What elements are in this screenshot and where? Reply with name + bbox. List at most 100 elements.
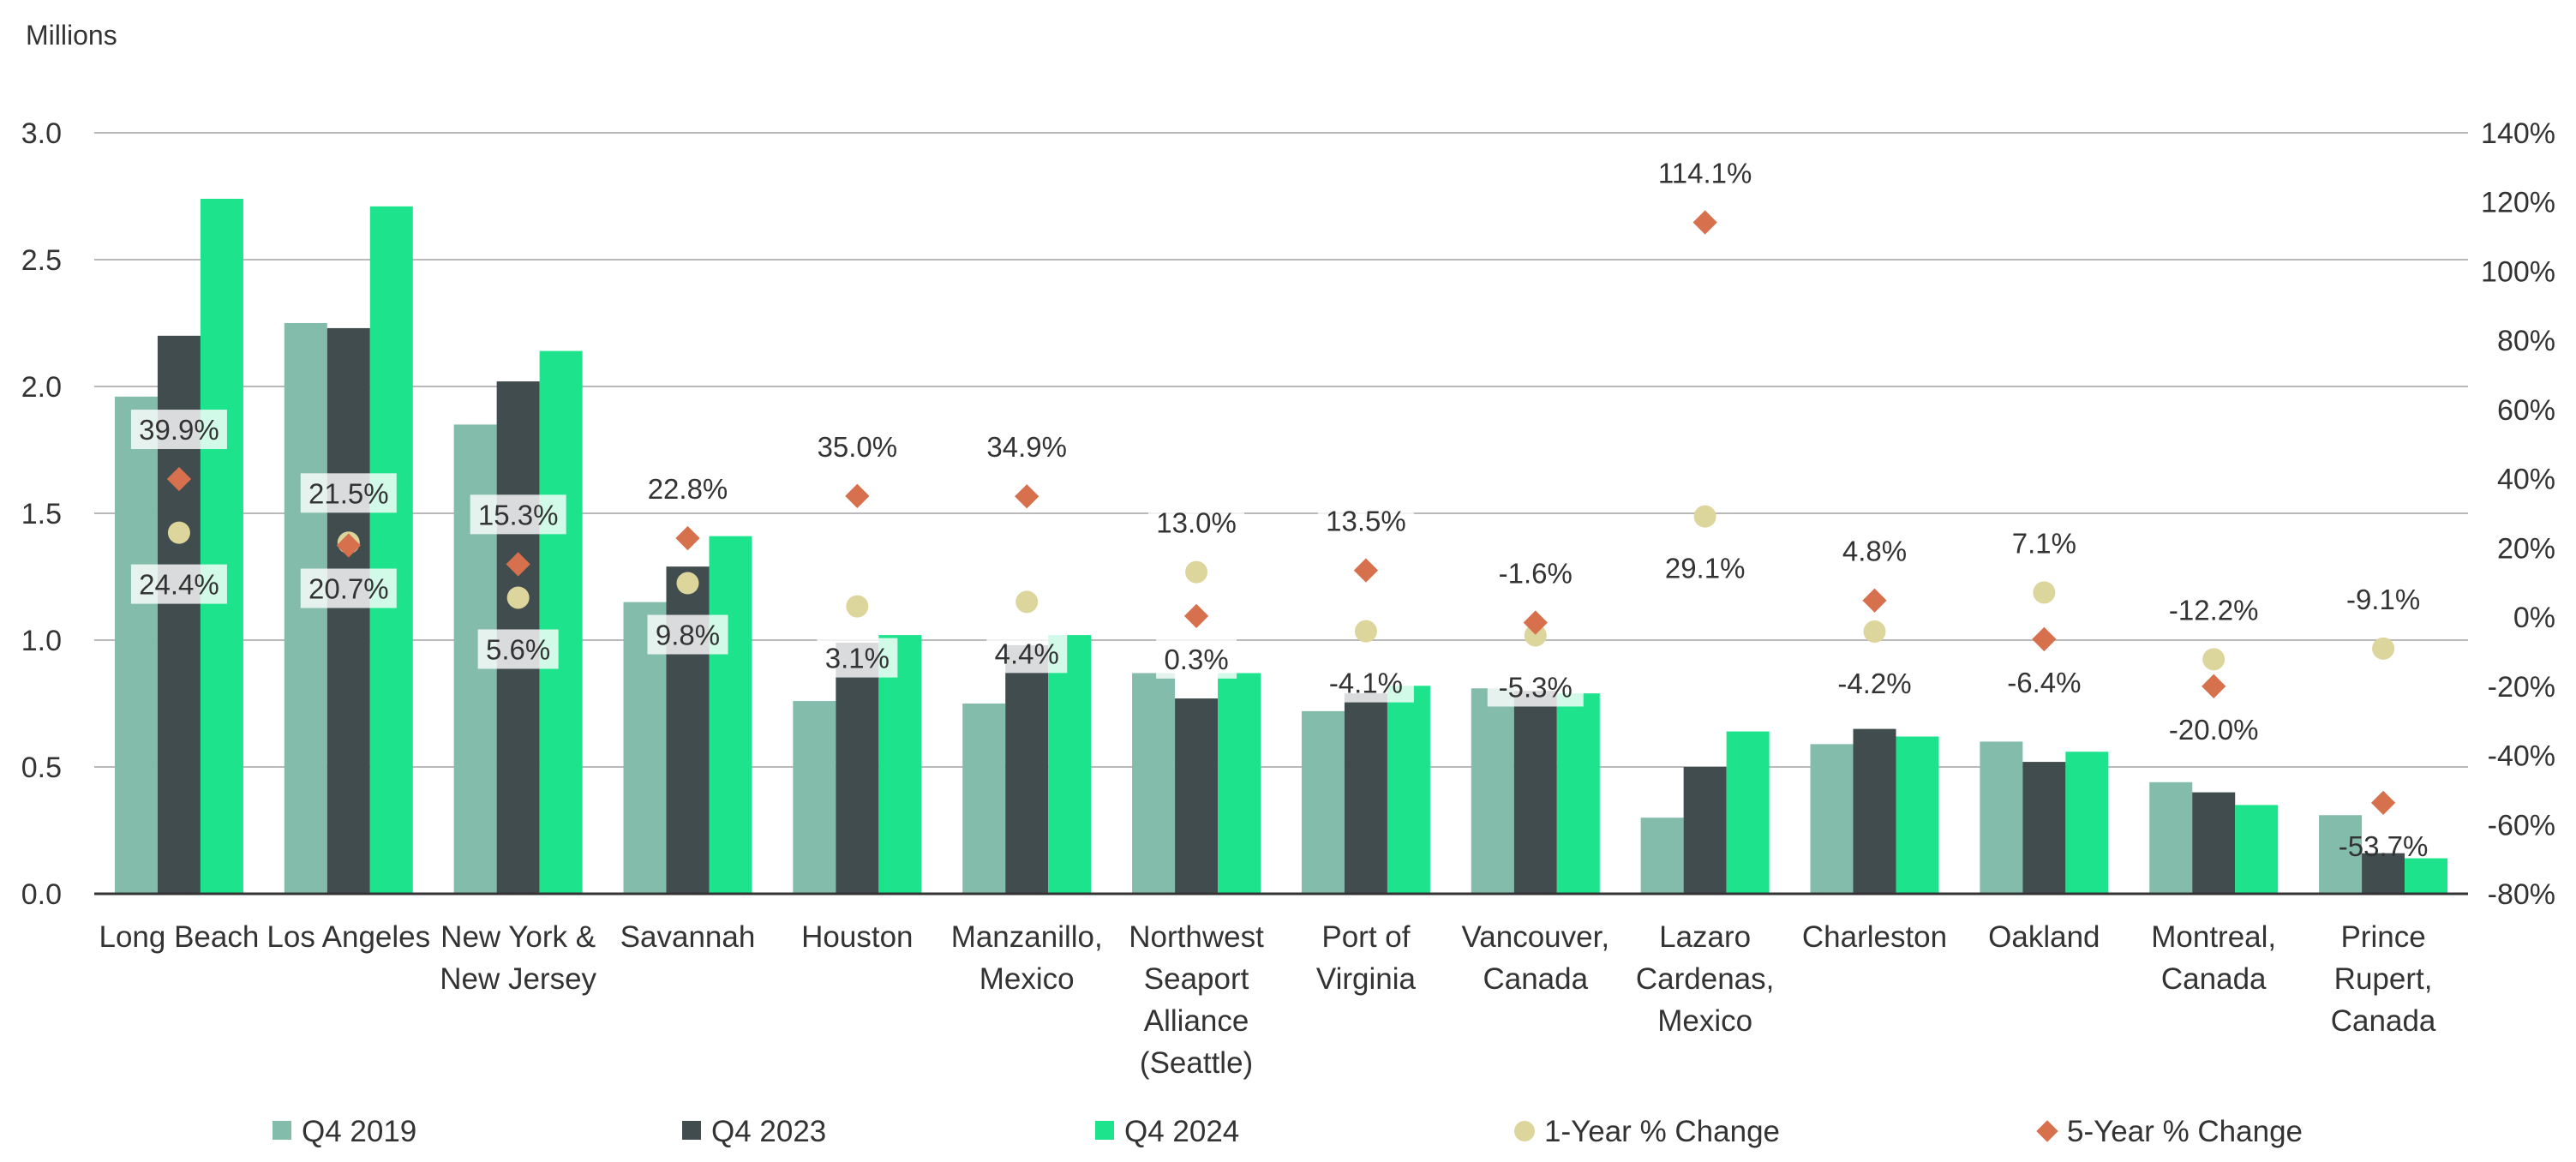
bar bbox=[1726, 731, 1770, 894]
y2-tick-label: 140% bbox=[2481, 117, 2555, 150]
data-label: 13.0% bbox=[1156, 507, 1237, 539]
legend-label: 5-Year % Change bbox=[2067, 1115, 2303, 1148]
marker-5yr bbox=[1353, 558, 1379, 583]
marker-1yr bbox=[2202, 648, 2226, 671]
bar bbox=[793, 701, 836, 894]
category-label: Virginia bbox=[1316, 962, 1417, 996]
data-label-box bbox=[130, 564, 227, 604]
marker-1yr bbox=[167, 521, 190, 544]
marker-5yr bbox=[845, 483, 870, 508]
bar bbox=[114, 396, 158, 895]
data-label: 34.9% bbox=[986, 431, 1067, 463]
bar bbox=[2319, 815, 2363, 894]
data-label: -9.1% bbox=[2346, 584, 2420, 615]
legend-swatch bbox=[2036, 1120, 2058, 1142]
data-label: 22.8% bbox=[648, 473, 728, 505]
category-label: Lazaro bbox=[1659, 920, 1751, 954]
marker-5yr bbox=[1523, 610, 1548, 635]
category-label: Los Angeles bbox=[267, 920, 430, 954]
y-tick-label: 3.0 bbox=[21, 117, 62, 150]
data-label-box bbox=[809, 426, 906, 466]
bar bbox=[1513, 691, 1557, 894]
data-labels: 39.9% 24.4% 20.7% 21.5% 15.3% 5.6% 22.8% 9.8% 35… bbox=[130, 158, 2429, 862]
data-label: -4.1% bbox=[1329, 668, 1403, 699]
data-label: 39.9% bbox=[139, 414, 219, 446]
data-label: 9.8% bbox=[656, 620, 720, 651]
data-label: 114.1% bbox=[1658, 158, 1752, 189]
y2-tick-label: 60% bbox=[2497, 394, 2555, 427]
y2-tick-label: 80% bbox=[2497, 325, 2555, 357]
category-label: Cardenas, bbox=[1636, 962, 1774, 996]
category-label: Montreal, bbox=[2151, 920, 2276, 954]
bar bbox=[878, 635, 922, 894]
data-label: -1.6% bbox=[1499, 558, 1573, 590]
bar bbox=[1132, 673, 1176, 894]
data-label-box bbox=[1317, 662, 1414, 703]
category-label: Prince bbox=[2340, 920, 2425, 954]
marker-5yr bbox=[2032, 626, 2057, 652]
data-label: 29.1% bbox=[1665, 553, 1746, 584]
category-label: Seaport bbox=[1144, 962, 1249, 996]
data-label: -5.3% bbox=[1499, 671, 1573, 703]
bar bbox=[2149, 782, 2193, 894]
category-label: Port of bbox=[1321, 920, 1410, 954]
legend-label: Q4 2019 bbox=[302, 1115, 416, 1148]
marker-1yr bbox=[846, 595, 869, 618]
bar bbox=[1471, 688, 1514, 894]
bar bbox=[1218, 673, 1261, 894]
data-label: -20.0% bbox=[2169, 714, 2259, 746]
y2-tick-label: 0% bbox=[2513, 602, 2555, 634]
bar bbox=[1005, 644, 1049, 894]
data-label: 15.3% bbox=[478, 499, 559, 530]
bar bbox=[2362, 853, 2405, 894]
data-label: 21.5% bbox=[309, 477, 389, 509]
bar bbox=[539, 350, 583, 894]
category-label: Canada bbox=[1483, 962, 1588, 996]
data-label: 5.6% bbox=[486, 633, 550, 665]
bar bbox=[836, 642, 879, 894]
category-label: Vancouver, bbox=[1462, 920, 1610, 954]
marker-5yr bbox=[166, 466, 192, 492]
category-label: Manzanillo, bbox=[951, 920, 1103, 954]
data-label: 0.3% bbox=[1164, 644, 1228, 675]
y2-tick-label: 120% bbox=[2481, 187, 2555, 219]
category-label: New Jersey bbox=[440, 962, 596, 996]
marker-1yr bbox=[2033, 581, 2056, 604]
y-tick-label: 2.5 bbox=[21, 244, 62, 277]
data-label-box bbox=[1487, 667, 1584, 707]
bar bbox=[326, 327, 370, 894]
y-tick-label: 1.0 bbox=[21, 625, 62, 657]
y-axis-left: 0.0 0.5 1.0 1.5 2.0 2.5 3.0 bbox=[21, 117, 62, 911]
data-label-box bbox=[300, 473, 397, 513]
marker-1yr bbox=[1863, 620, 1886, 644]
data-label: 24.4% bbox=[139, 569, 219, 601]
y2-tick-label: -20% bbox=[2488, 671, 2555, 704]
category-label: Rupert, bbox=[2334, 962, 2433, 996]
marker-1yr bbox=[1015, 590, 1039, 614]
data-label-box bbox=[1317, 500, 1414, 541]
data-label: 4.4% bbox=[995, 638, 1059, 669]
data-label-box bbox=[1156, 638, 1237, 679]
data-label: -53.7% bbox=[2339, 830, 2429, 862]
category-label: (Seattle) bbox=[1140, 1046, 1253, 1080]
bar bbox=[1556, 693, 1600, 894]
y2-tick-label: -40% bbox=[2488, 740, 2555, 773]
data-label-box bbox=[300, 568, 397, 608]
category-label: Northwest bbox=[1129, 920, 1264, 954]
y2-tick-label: 40% bbox=[2497, 464, 2555, 496]
bar bbox=[1387, 686, 1430, 894]
bars bbox=[114, 198, 2448, 895]
bar bbox=[1810, 744, 1854, 894]
marker-5yr bbox=[675, 525, 700, 551]
data-label-box bbox=[130, 410, 227, 450]
y-tick-label: 0.5 bbox=[21, 752, 62, 784]
data-label: 20.7% bbox=[309, 573, 389, 605]
data-label-box bbox=[986, 633, 1068, 674]
marker-5yr bbox=[336, 533, 361, 558]
category-label: Oakland bbox=[1988, 920, 2100, 954]
bar bbox=[200, 198, 243, 894]
y2-tick-label: -60% bbox=[2488, 809, 2555, 842]
data-label-box bbox=[817, 638, 898, 678]
category-label: New York & bbox=[440, 920, 596, 954]
